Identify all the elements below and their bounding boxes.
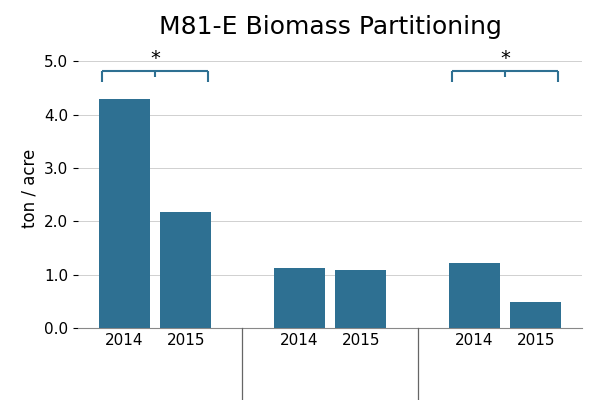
Title: M81-E Biomass Partitioning: M81-E Biomass Partitioning: [158, 15, 502, 39]
Bar: [98, 99, 150, 328]
Bar: [335, 270, 386, 328]
Bar: [274, 268, 325, 328]
Bar: [160, 212, 211, 328]
Text: *: *: [500, 49, 510, 68]
Y-axis label: ton / acre: ton / acre: [20, 148, 38, 228]
Bar: [510, 302, 562, 328]
Bar: [449, 264, 500, 328]
Text: *: *: [150, 49, 160, 68]
